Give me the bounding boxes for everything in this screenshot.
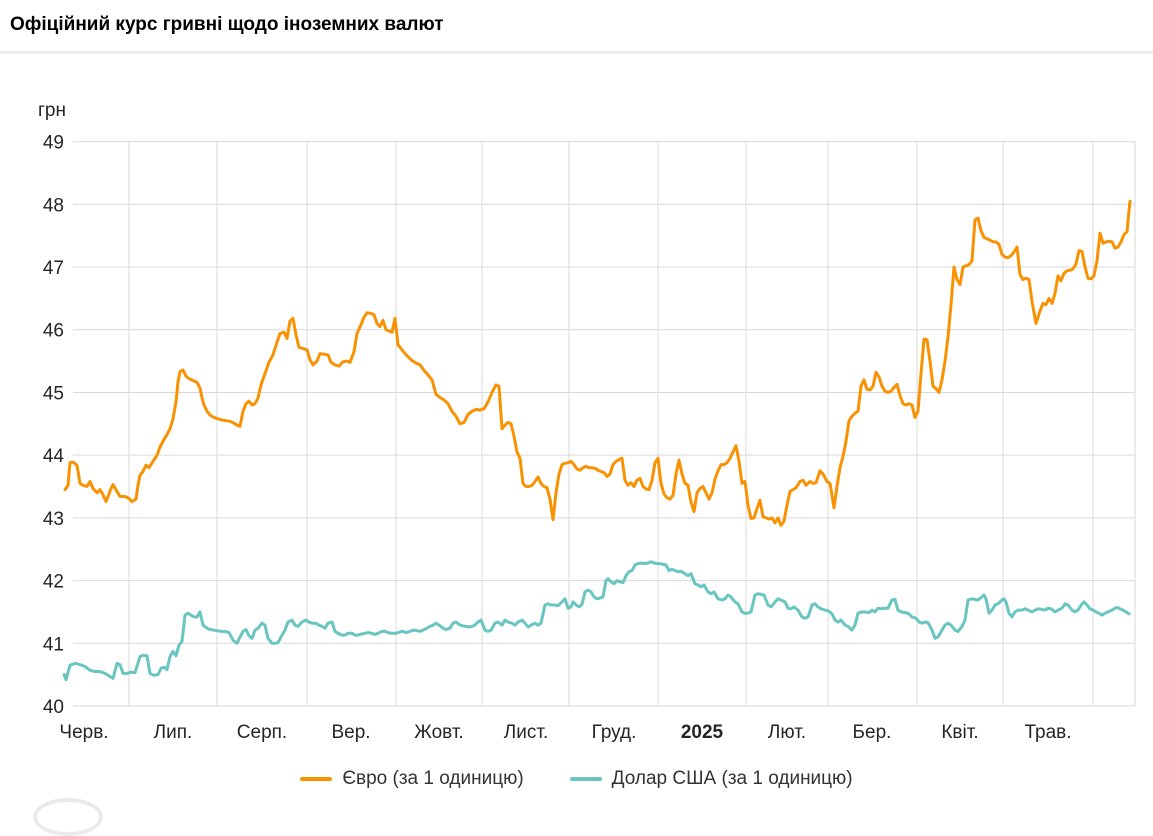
y-tick-label-48: 48 — [43, 195, 64, 216]
page: { "title": "Офіційний курс гривні щодо і… — [0, 14, 1153, 836]
y-tick-label-45: 45 — [43, 383, 64, 404]
euro-line-swatch — [300, 777, 333, 781]
euro-line — [63, 199, 1132, 527]
x-label-: Груд. — [592, 722, 637, 743]
x-label-: Лист. — [504, 722, 548, 743]
x-label-2025: 2025 — [681, 722, 724, 743]
legend-label-usd: Долар США (за 1 одиницю) — [611, 768, 853, 789]
page-title: Офіційний курс гривні щодо іноземних вал… — [10, 14, 444, 35]
x-label-: Вер. — [331, 722, 370, 743]
y-axis-unit-label: грн — [38, 100, 66, 121]
x-label-: Трав. — [1024, 722, 1071, 743]
series-layer — [62, 199, 1132, 682]
legend-label-euro: Євро (за 1 одиницю) — [342, 768, 524, 789]
y-tick-label-42: 42 — [43, 572, 64, 593]
chart-legend: Євро (за 1 одиницю) Долар США (за 1 один… — [0, 764, 1153, 794]
x-label-: Черв. — [59, 722, 108, 743]
y-tick-label-40: 40 — [43, 697, 64, 718]
x-label-: Лип. — [154, 722, 193, 743]
legend-item-usd[interactable]: Долар США (за 1 одиницю) — [569, 768, 853, 790]
grid-layer — [73, 141, 1136, 707]
y-tick-label-44: 44 — [43, 446, 65, 467]
usd-line-swatch — [569, 777, 602, 781]
usd-line — [62, 560, 1131, 682]
x-label-: Квіт. — [941, 722, 978, 743]
title-divider — [0, 50, 1153, 54]
exchange-rate-chart: грн 40 41 42 43 44 45 46 47 48 49 Черв. Лип. Серп. Ве… — [38, 100, 1136, 743]
y-tick-label-47: 47 — [43, 258, 64, 279]
x-label-: Жовт. — [414, 722, 463, 743]
legend-item-euro[interactable]: Євро (за 1 одиницю) — [300, 768, 524, 790]
x-label-: Лют. — [768, 722, 806, 743]
x-label-: Бер. — [853, 722, 892, 743]
partial-logo — [33, 798, 103, 836]
x-label-: Серп. — [237, 722, 287, 743]
y-tick-label-41: 41 — [43, 634, 64, 655]
tick-layer: 40 41 42 43 44 45 46 47 48 49 Черв. Лип. Серп. Вер. Жо… — [43, 133, 1072, 743]
y-tick-label-43: 43 — [43, 509, 64, 530]
y-tick-label-49: 49 — [43, 133, 64, 154]
y-tick-label-46: 46 — [43, 321, 64, 342]
